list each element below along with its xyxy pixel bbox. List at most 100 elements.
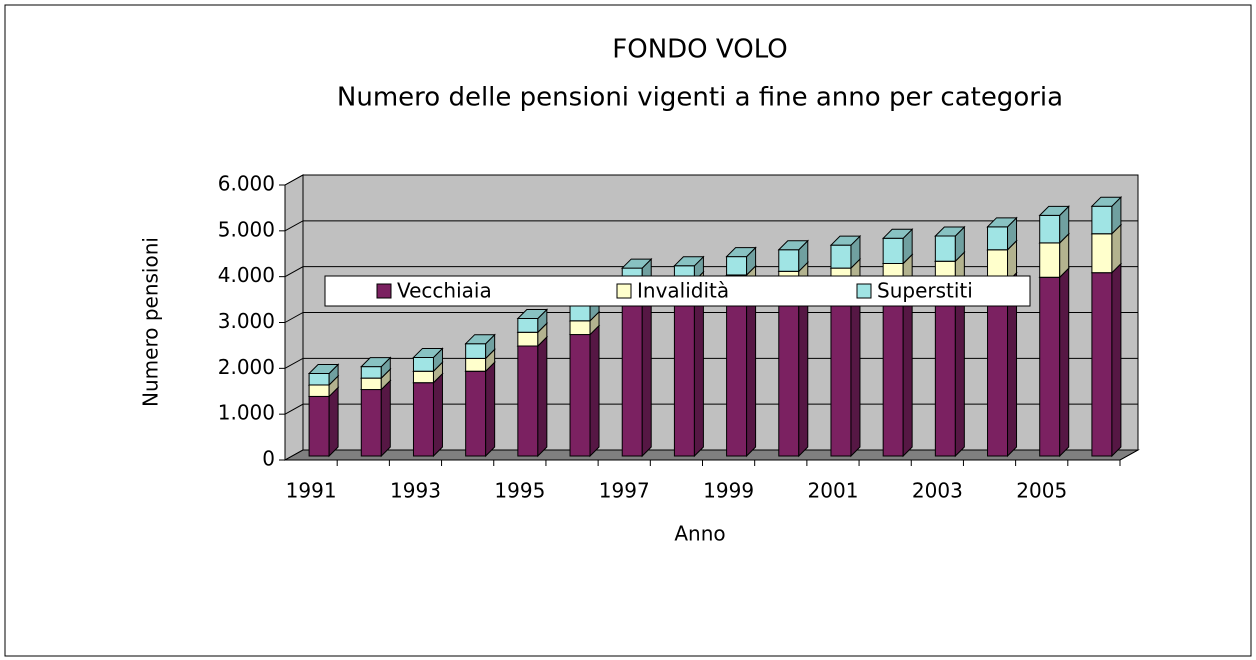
bar-front	[830, 244, 852, 269]
bar-top	[464, 334, 496, 345]
x-tick-label: 1991	[286, 479, 337, 503]
bar-side	[380, 379, 391, 458]
bar-side	[746, 285, 757, 458]
y-tick-label: 0	[262, 447, 275, 471]
bar-front	[308, 384, 330, 397]
y-tick-label: 1.000	[218, 401, 275, 425]
bar-front	[517, 345, 539, 457]
bar-top	[1090, 196, 1123, 207]
y-tick-label: 6.000	[218, 172, 275, 196]
bar-side	[1059, 267, 1070, 458]
legend-swatch	[376, 283, 392, 299]
grid-line	[284, 449, 1138, 461]
bar-segment	[412, 372, 444, 458]
bar-top	[1038, 205, 1070, 216]
bar-segment	[412, 347, 444, 373]
x-tick-label: 1997	[599, 479, 650, 503]
bar-segment	[464, 333, 496, 360]
bar-segment	[777, 283, 809, 458]
bar-front	[673, 299, 695, 457]
bar-side	[328, 386, 339, 458]
chart-title: FONDO VOLO	[612, 35, 787, 65]
y-tick-label: 4.000	[218, 263, 275, 287]
bar-top	[725, 247, 757, 258]
bar-segment	[1090, 262, 1123, 458]
bar-segment	[986, 216, 1018, 251]
bar-top	[829, 235, 862, 246]
x-axis-label: Anno	[674, 522, 725, 546]
bar-side	[693, 289, 704, 458]
legend-label: Vecchiaia	[397, 279, 492, 303]
x-tick-label: 1995	[494, 479, 545, 503]
bar-front	[621, 304, 643, 457]
bar-front	[778, 292, 800, 457]
bar-segment	[464, 361, 496, 458]
bar-front	[830, 290, 852, 457]
bar-side	[850, 280, 861, 458]
bar-side	[485, 361, 496, 458]
bar-front	[1091, 272, 1113, 457]
bar-front	[360, 366, 382, 379]
bar-top	[516, 309, 549, 319]
bar-front	[360, 389, 382, 457]
legend-label: Superstiti	[877, 279, 973, 303]
bar-segment	[360, 356, 392, 380]
bar-side	[641, 294, 652, 458]
legend-swatch	[616, 283, 632, 299]
bar-top	[360, 357, 392, 368]
bar-segment	[516, 335, 549, 458]
bar-segment	[307, 363, 340, 387]
x-axis-end	[1119, 449, 1139, 461]
bar-front	[882, 288, 904, 457]
bar-front	[465, 370, 487, 457]
legend-box	[324, 275, 1031, 307]
bar-side	[537, 335, 548, 458]
bar-top	[777, 240, 809, 251]
bar-front	[569, 334, 591, 457]
bar-front	[517, 331, 539, 347]
bar-front	[1091, 233, 1113, 274]
bar-segment	[568, 324, 601, 458]
bar-top	[412, 347, 444, 358]
y-axis-label: Numero pensioni	[139, 237, 163, 407]
bar-front	[360, 377, 382, 391]
x-tick-label: 2003	[912, 479, 963, 503]
bar-front	[726, 295, 748, 457]
bar-front	[569, 320, 591, 336]
bar-front	[412, 356, 434, 372]
chart-subtitle: Numero delle pensioni vigenti a fine ann…	[337, 83, 1063, 113]
bar-segment	[934, 225, 966, 263]
x-tick-label: 1993	[390, 479, 441, 503]
bar-front	[1039, 276, 1061, 457]
bar-front	[882, 237, 904, 265]
bar-segment	[725, 285, 757, 458]
bar-front	[1091, 205, 1113, 235]
x-tick-label: 2005	[1016, 479, 1067, 503]
bar-front	[1039, 242, 1061, 278]
bar-top	[986, 217, 1018, 228]
bar-top	[673, 256, 705, 267]
grid-line	[284, 174, 1138, 186]
bar-segment	[621, 294, 653, 458]
bar-front	[1039, 214, 1061, 244]
bar-segment	[777, 239, 809, 273]
bar-front	[726, 256, 748, 276]
bar-segment	[516, 308, 549, 334]
bar-segment	[1038, 205, 1070, 245]
y-tick-label: 5.000	[218, 217, 275, 241]
bar-side	[798, 283, 809, 458]
bar-segment	[725, 246, 757, 277]
bar-top	[881, 228, 914, 239]
bar-front	[934, 235, 956, 262]
bar-segment	[307, 386, 340, 458]
bar-front	[517, 318, 539, 333]
bar-segment	[673, 289, 705, 458]
bar-side	[589, 324, 600, 458]
bar-front	[308, 395, 330, 457]
bar-front	[412, 382, 434, 457]
y-tick-label: 3.000	[218, 309, 275, 333]
legend-label: Invalidità	[637, 279, 729, 303]
bar-segment	[829, 234, 862, 270]
bar-top	[934, 226, 966, 237]
